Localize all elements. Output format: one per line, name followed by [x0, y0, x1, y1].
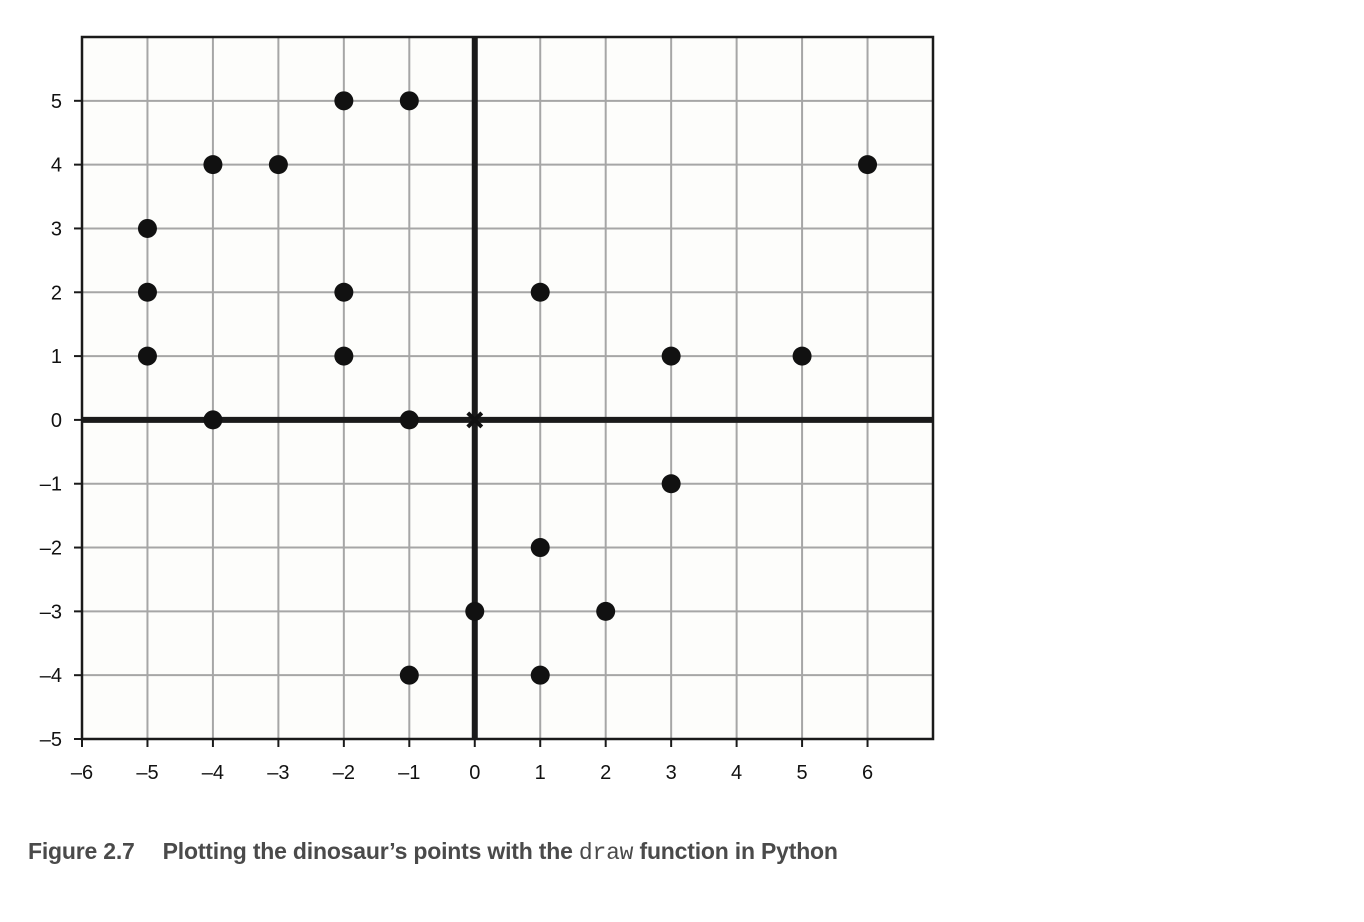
caption-code: draw: [578, 840, 634, 866]
x-tick-label: 1: [535, 762, 546, 784]
x-tick-label: 2: [600, 762, 611, 784]
y-tick-label: 0: [51, 410, 62, 432]
x-tick-label: –4: [202, 762, 224, 784]
y-tick-label: 3: [51, 218, 62, 240]
scatter-plot: –6 –5 –4 –3 –2 –1 0 1 2 3 4 5 6 –5 –4 –3 –2 –1 0 1 2 3 4 5: [40, 35, 935, 784]
x-tick-label: –1: [398, 762, 420, 784]
data-point: [334, 91, 354, 111]
data-point: [137, 218, 157, 238]
x-tick-label: 5: [797, 762, 808, 784]
data-point: [530, 538, 550, 558]
x-tick-label: 3: [666, 762, 677, 784]
data-point: [334, 346, 354, 366]
y-tick-label: 2: [51, 282, 62, 304]
y-tick-label: 4: [51, 155, 62, 177]
x-tick-label: 6: [862, 762, 873, 784]
y-tick-label: –2: [40, 538, 62, 560]
tick-labels: –6 –5 –4 –3 –2 –1 0 1 2 3 4 5 6 –5 –4 –3 –2 –1 0 1 2 3 4 5: [40, 91, 873, 784]
y-tick-label: 1: [51, 346, 62, 368]
origin-marker: [466, 411, 484, 429]
data-point: [792, 346, 812, 366]
data-point: [661, 346, 681, 366]
data-point: [399, 91, 419, 111]
data-point: [661, 474, 681, 494]
x-tick-label: –3: [267, 762, 289, 784]
data-point: [137, 282, 157, 302]
data-point: [334, 282, 354, 302]
x-tick-label: 0: [469, 762, 480, 784]
data-point: [465, 601, 485, 621]
x-tick-label: –2: [333, 762, 355, 784]
data-points: [137, 91, 878, 685]
caption-text-after: function in Python: [633, 838, 838, 864]
y-tick-label: –5: [40, 729, 62, 751]
data-point: [203, 410, 223, 430]
data-point: [530, 665, 550, 685]
plot-frame: [80, 35, 935, 741]
x-tick-label: 4: [731, 762, 742, 784]
y-tick-label: –1: [40, 474, 62, 496]
data-point: [530, 282, 550, 302]
data-point: [858, 155, 878, 175]
data-point: [203, 155, 223, 175]
figure-caption: Figure 2.7 Plotting the dinosaur’s points…: [28, 838, 838, 866]
x-tick-label: –6: [71, 762, 93, 784]
caption-text-before: Plotting the dinosaur’s points with the: [162, 838, 579, 864]
data-point: [268, 155, 288, 175]
y-tick-label: 5: [51, 91, 62, 113]
data-point: [399, 665, 419, 685]
data-point: [399, 410, 419, 430]
axes: [82, 37, 933, 739]
y-tick-label: –4: [40, 665, 62, 687]
data-point: [596, 601, 616, 621]
figure-number: Figure 2.7: [28, 838, 135, 864]
x-tick-label: –5: [136, 762, 158, 784]
data-point: [137, 346, 157, 366]
y-tick-label: –3: [40, 601, 62, 623]
plot-area: [82, 37, 933, 739]
